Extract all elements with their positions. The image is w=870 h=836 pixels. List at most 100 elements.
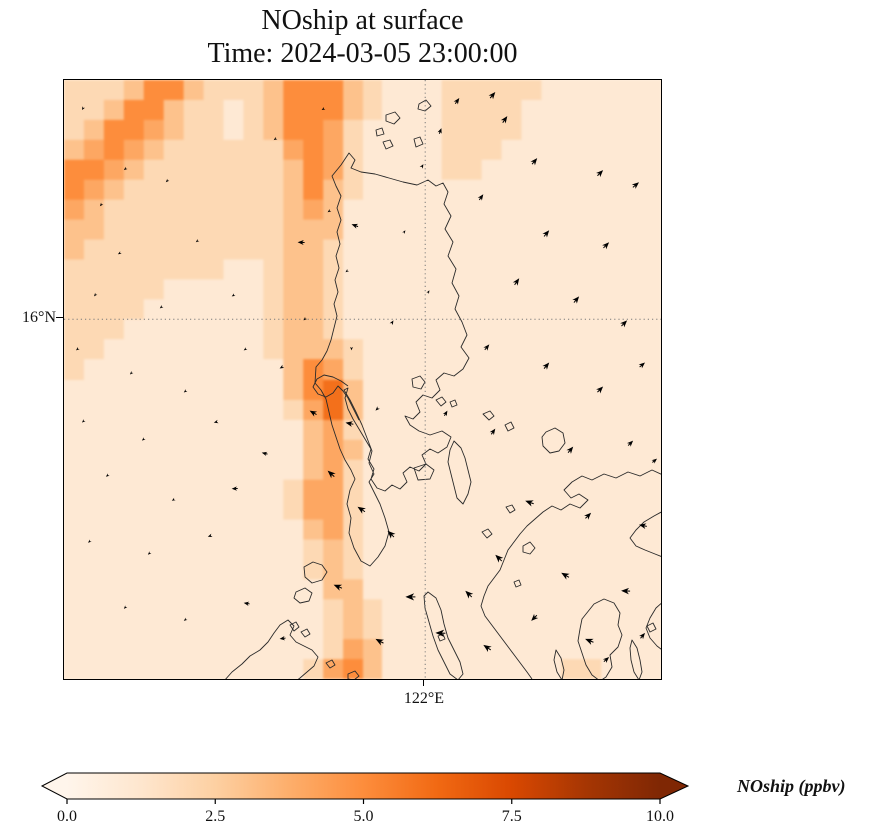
wind-arrow bbox=[327, 209, 332, 213]
colorbar: 0.0 2.5 5.0 7.5 10.0 NOship (ppbv) bbox=[40, 772, 846, 825]
wind-arrow bbox=[82, 106, 86, 110]
coastline bbox=[513, 579, 522, 588]
wind-arrow bbox=[651, 458, 657, 464]
wind-arrow bbox=[426, 290, 430, 295]
wind-arrow bbox=[442, 410, 448, 417]
coastline bbox=[481, 528, 493, 539]
coastline bbox=[225, 619, 319, 679]
coastline bbox=[347, 670, 360, 679]
wind-arrow bbox=[530, 158, 538, 166]
coastline bbox=[541, 427, 566, 454]
coastline bbox=[300, 628, 311, 638]
colorbar-label: NOship (ppbv) bbox=[736, 776, 846, 797]
coastline bbox=[522, 541, 536, 555]
lat-tick-label: 16°N bbox=[22, 309, 56, 326]
wind-arrow bbox=[350, 346, 353, 351]
wind-arrow bbox=[195, 238, 200, 243]
coastline bbox=[480, 469, 661, 679]
wind-arrow bbox=[525, 500, 534, 507]
wind-arrow bbox=[273, 136, 278, 141]
wind-arrow bbox=[94, 292, 98, 297]
wind-arrow bbox=[171, 497, 176, 501]
wind-arrow bbox=[495, 554, 504, 563]
wind-arrow bbox=[243, 347, 248, 351]
wind-arrow bbox=[620, 320, 628, 328]
wind-arrow bbox=[389, 320, 394, 326]
wind-arrow bbox=[309, 410, 318, 417]
wind-arrow bbox=[213, 419, 219, 424]
wind-arrow bbox=[596, 386, 604, 394]
wind-arrow bbox=[76, 347, 80, 351]
colorbar-gradient bbox=[40, 772, 690, 800]
wind-arrow bbox=[297, 239, 305, 246]
coastline bbox=[312, 374, 360, 421]
wind-arrow bbox=[542, 230, 550, 238]
coastlines bbox=[225, 99, 661, 679]
wind-arrow bbox=[147, 551, 152, 555]
wind-arrow bbox=[183, 617, 188, 621]
wind-arrow bbox=[387, 530, 396, 539]
wind-arrow bbox=[123, 166, 128, 171]
coastline bbox=[413, 136, 424, 148]
coastline bbox=[423, 591, 464, 679]
wind-arrow bbox=[303, 316, 308, 321]
coastline bbox=[385, 111, 401, 125]
coastline bbox=[325, 659, 336, 669]
lat-tick-mark bbox=[56, 317, 63, 319]
coastline bbox=[303, 561, 328, 584]
wind-arrow bbox=[419, 164, 424, 169]
wind-arrow bbox=[88, 539, 92, 543]
wind-arrow bbox=[572, 296, 580, 304]
wind-arrow bbox=[243, 601, 250, 606]
wind-arrow bbox=[584, 512, 592, 520]
wind-arrow bbox=[531, 613, 539, 621]
wind-arrow bbox=[231, 486, 238, 491]
colorbar-tick-label: 0.0 bbox=[57, 808, 77, 825]
wind-arrow bbox=[345, 421, 354, 427]
wind-arrow bbox=[602, 242, 610, 250]
wind-arrow bbox=[375, 406, 380, 411]
wind-arrow bbox=[159, 305, 164, 309]
wind-arrow bbox=[585, 638, 594, 645]
heatmap-canvas bbox=[64, 80, 661, 679]
wind-arrow bbox=[129, 370, 134, 375]
wind-arrow bbox=[279, 364, 285, 369]
wind-arrow bbox=[437, 128, 442, 134]
wind-arrow bbox=[345, 268, 350, 273]
wind-arrow bbox=[483, 644, 492, 653]
coastline bbox=[411, 375, 426, 390]
wind-arrow bbox=[500, 116, 508, 124]
wind-arrow bbox=[231, 293, 236, 297]
wind-arrow bbox=[639, 632, 645, 640]
map-axes bbox=[63, 79, 662, 680]
wind-arrow bbox=[261, 451, 268, 457]
wind-arrow bbox=[626, 440, 634, 447]
colorbar-tick-label: 2.5 bbox=[205, 808, 225, 825]
wind-arrow bbox=[402, 230, 406, 234]
wind-arrow bbox=[375, 638, 384, 646]
wind-arrow bbox=[327, 470, 336, 479]
wind-arrow bbox=[483, 344, 490, 351]
wind-arrow bbox=[357, 506, 366, 514]
wind-arrow bbox=[117, 251, 122, 255]
wind-arrow bbox=[638, 362, 645, 369]
coastline bbox=[482, 410, 495, 421]
colorbar-tick-label: 10.0 bbox=[646, 808, 674, 825]
coastline bbox=[629, 639, 643, 679]
lon-tick-label: 122°E bbox=[403, 690, 445, 707]
coastline bbox=[413, 463, 435, 481]
coastline bbox=[629, 511, 661, 557]
wind-arrow bbox=[512, 278, 520, 286]
wind-quiver bbox=[76, 92, 657, 663]
wind-arrow bbox=[99, 202, 104, 207]
wind-arrow bbox=[602, 657, 610, 663]
lon-tick-mark bbox=[423, 680, 425, 686]
wind-arrow bbox=[621, 587, 631, 595]
wind-arrow bbox=[435, 629, 446, 637]
coastline bbox=[293, 587, 313, 604]
coastline bbox=[646, 622, 657, 633]
colorbar-tick-label: 5.0 bbox=[354, 808, 374, 825]
wind-arrow bbox=[566, 446, 574, 454]
map-overlay bbox=[64, 80, 661, 679]
wind-arrow bbox=[207, 533, 213, 538]
